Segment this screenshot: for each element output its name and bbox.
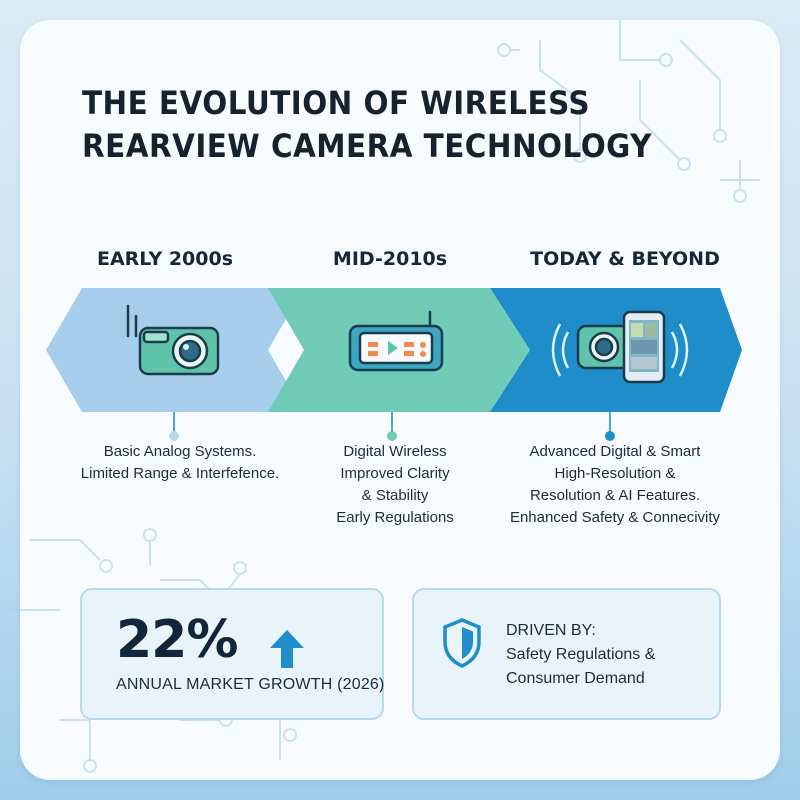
- stage-3-node: [605, 431, 615, 441]
- arrow-up-icon: [270, 630, 304, 668]
- drivers-line-1: Safety Regulations &: [506, 646, 656, 663]
- drivers-box: DRIVEN BY: Safety Regulations & Consumer…: [412, 588, 721, 720]
- digital-wireless-monitor-icon: [348, 310, 444, 372]
- stage-2-line-2: Improved Clarity: [340, 465, 450, 482]
- stage-3-line-3: Resolution & AI Features.: [529, 487, 701, 504]
- analog-camera-with-antenna-icon: [126, 304, 220, 376]
- smart-camera-and-phone-icon: [551, 310, 689, 384]
- stage-2-node: [387, 431, 397, 441]
- growth-percentage: 22%: [116, 610, 238, 670]
- drivers-line-2: Consumer Demand: [506, 670, 645, 687]
- stage-1-line-1: Basic Analog Systems.: [103, 443, 257, 460]
- stage-3-line-1: Advanced Digital & Smart: [529, 443, 701, 460]
- timeline-arrow: [46, 288, 742, 441]
- shield-icon: [443, 618, 481, 668]
- stage-3-description: Advanced Digital & Smart High-Resolution…: [490, 441, 740, 529]
- infographic-card: THE EVOLUTION OF WIRELESS REARVIEW CAMER…: [20, 20, 780, 780]
- stage-2-line-4: Early Regulations: [336, 509, 454, 526]
- stage-2-description: Digital Wireless Improved Clarity & Stab…: [315, 441, 475, 529]
- stage-3-line-4: Enhanced Safety & Connecivity: [509, 509, 721, 526]
- drivers-heading: DRIVEN BY:: [506, 622, 596, 639]
- stage-3-era-label: TODAY & BEYOND: [530, 248, 720, 270]
- title-line-1: THE EVOLUTION OF WIRELESS: [82, 84, 591, 122]
- stage-2-line-1: Digital Wireless: [343, 443, 447, 460]
- stage-3-line-2: High-Resolution &: [554, 465, 676, 482]
- stage-2-line-3: & Stability: [361, 487, 429, 504]
- market-growth-box: 22% ANNUAL MARKET GROWTH (2026): [80, 588, 384, 720]
- stage-1-node: [169, 431, 179, 441]
- growth-label: ANNUAL MARKET GROWTH (2026): [116, 676, 385, 693]
- page-title: THE EVOLUTION OF WIRELESS REARVIEW CAMER…: [82, 82, 652, 168]
- title-line-2: REARVIEW CAMERA TECHNOLOGY: [82, 127, 652, 165]
- stage-1-era-label: EARLY 2000s: [96, 248, 234, 270]
- stage-1-description: Basic Analog Systems. Limited Range & In…: [70, 441, 290, 485]
- stage-2-era-label: MID-2010s: [332, 248, 448, 270]
- stage-1-line-2: Limited Range & Interfefence.: [80, 465, 280, 482]
